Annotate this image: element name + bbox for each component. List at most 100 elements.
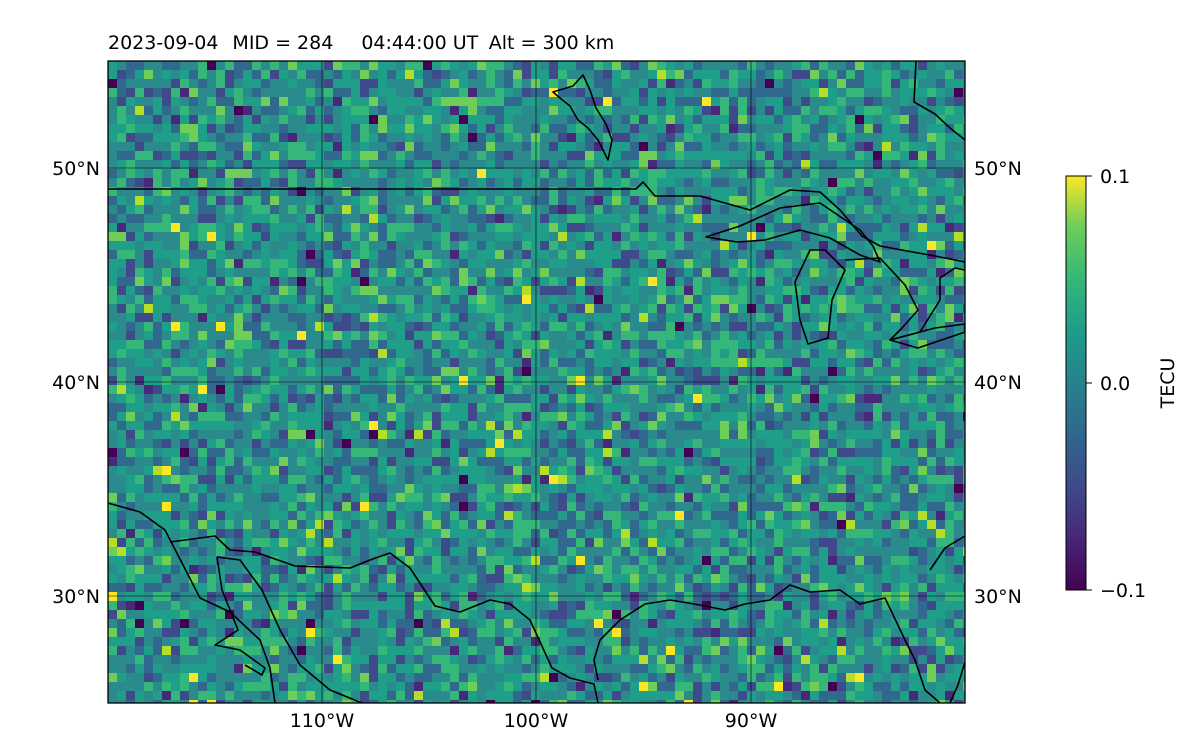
- tec-cell: [558, 421, 567, 430]
- tec-cell: [549, 205, 558, 214]
- tec-cell: [684, 133, 693, 142]
- tec-cell: [306, 214, 315, 223]
- tec-cell: [450, 574, 459, 583]
- tec-cell: [810, 538, 819, 547]
- tec-cell: [657, 205, 666, 214]
- tec-cell: [576, 133, 585, 142]
- tec-cell: [270, 97, 279, 106]
- tec-cell: [927, 592, 936, 601]
- tec-cell: [162, 610, 171, 619]
- tec-cell: [261, 520, 270, 529]
- tec-cell: [603, 430, 612, 439]
- tec-cell: [360, 313, 369, 322]
- tec-cell: [360, 160, 369, 169]
- tec-cell: [405, 205, 414, 214]
- tec-cell: [216, 439, 225, 448]
- tec-cell: [126, 151, 135, 160]
- tec-cell: [342, 673, 351, 682]
- tec-cell: [963, 259, 965, 268]
- tec-cell: [459, 619, 468, 628]
- tec-cell: [324, 466, 333, 475]
- tec-cell: [117, 133, 126, 142]
- tec-cell: [450, 160, 459, 169]
- east-coast-north: [913, 61, 965, 141]
- tec-cell: [657, 376, 666, 385]
- tec-cell: [171, 322, 180, 331]
- tec-cell: [711, 79, 720, 88]
- tec-cell: [234, 286, 243, 295]
- tec-cell: [612, 511, 621, 520]
- tec-cell: [144, 358, 153, 367]
- tec-cell: [675, 655, 684, 664]
- tec-cell: [774, 304, 783, 313]
- tec-cell: [819, 259, 828, 268]
- tec-cell: [405, 61, 414, 70]
- tec-cell: [774, 421, 783, 430]
- tec-cell: [621, 403, 630, 412]
- tec-cell: [513, 268, 522, 277]
- tec-cell: [108, 187, 117, 196]
- tec-cell: [828, 430, 837, 439]
- tec-cell: [288, 682, 297, 691]
- tec-cell: [657, 277, 666, 286]
- tec-cell: [918, 223, 927, 232]
- tec-cell: [783, 682, 792, 691]
- tec-cell: [315, 322, 324, 331]
- tec-cell: [846, 115, 855, 124]
- tec-cell: [252, 142, 261, 151]
- tec-cell: [882, 205, 891, 214]
- tec-cell: [585, 133, 594, 142]
- tec-cell: [162, 403, 171, 412]
- tec-cell: [729, 88, 738, 97]
- tec-cell: [189, 601, 198, 610]
- tec-cell: [639, 556, 648, 565]
- tec-cell: [369, 367, 378, 376]
- tec-cell: [351, 79, 360, 88]
- tec-cell: [603, 115, 612, 124]
- tec-cell: [540, 322, 549, 331]
- tec-cell: [459, 178, 468, 187]
- tec-cell: [540, 583, 549, 592]
- tec-cell: [531, 313, 540, 322]
- tec-cell: [153, 403, 162, 412]
- tec-cell: [882, 655, 891, 664]
- tec-cell: [792, 493, 801, 502]
- tec-cell: [468, 97, 477, 106]
- tec-cell: [405, 394, 414, 403]
- tec-cell: [693, 421, 702, 430]
- tec-cell: [504, 124, 513, 133]
- tec-cell: [351, 196, 360, 205]
- tec-cell: [486, 304, 495, 313]
- tec-cell: [549, 646, 558, 655]
- tec-cell: [207, 628, 216, 637]
- tec-cell: [855, 700, 864, 703]
- tec-cell: [801, 574, 810, 583]
- tec-cell: [837, 160, 846, 169]
- tec-cell: [738, 673, 747, 682]
- tec-cell: [576, 574, 585, 583]
- tec-cell: [477, 178, 486, 187]
- tec-cell: [189, 619, 198, 628]
- tec-cell: [891, 187, 900, 196]
- tec-cell: [531, 250, 540, 259]
- tec-cell: [666, 538, 675, 547]
- tec-cell: [819, 502, 828, 511]
- tec-cell: [774, 358, 783, 367]
- tec-cell: [396, 295, 405, 304]
- tec-cell: [423, 592, 432, 601]
- tec-cell: [774, 610, 783, 619]
- tec-cell: [180, 484, 189, 493]
- tec-cell: [216, 97, 225, 106]
- tec-cell: [315, 250, 324, 259]
- tec-cell: [909, 268, 918, 277]
- tec-cell: [153, 538, 162, 547]
- tec-cell: [603, 493, 612, 502]
- tec-cell: [630, 691, 639, 700]
- tec-cell: [927, 223, 936, 232]
- tec-cell: [342, 88, 351, 97]
- tec-cell: [450, 367, 459, 376]
- tec-cell: [882, 691, 891, 700]
- tec-cell: [261, 682, 270, 691]
- tec-cell: [630, 556, 639, 565]
- tec-cell: [207, 376, 216, 385]
